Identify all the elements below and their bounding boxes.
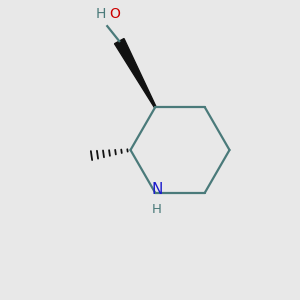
Polygon shape xyxy=(115,38,156,108)
Text: N: N xyxy=(151,182,162,197)
Text: H: H xyxy=(95,7,106,21)
Text: H: H xyxy=(152,203,162,216)
Text: O: O xyxy=(109,7,120,21)
